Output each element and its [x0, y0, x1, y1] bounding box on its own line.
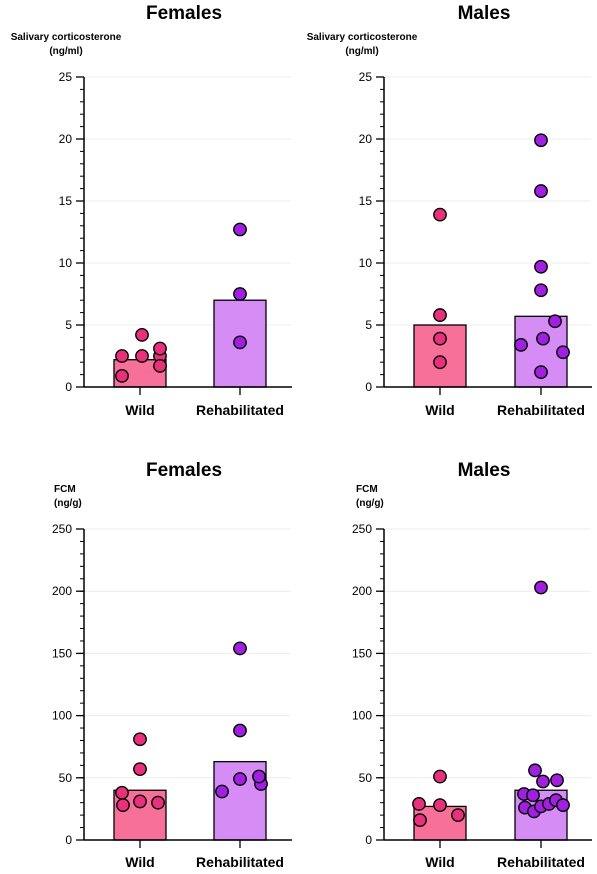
data-point-wild: [153, 341, 167, 356]
data-point-rehabilitated: [526, 788, 540, 803]
panel-title: Males: [458, 460, 511, 481]
data-point-wild: [433, 331, 447, 346]
y-tick-label: 20: [359, 132, 373, 146]
y-tick-label: 50: [59, 771, 73, 785]
data-point-wild: [115, 368, 129, 383]
data-point-rehabilitated: [534, 283, 548, 298]
chart-panel-2: Males Salivary corticosterone (ng/ml) 0 5 10 1…: [307, 3, 592, 418]
data-point-wild: [433, 355, 447, 370]
y-axis-label: Salivary corticosterone: [11, 32, 122, 43]
y-tick-label: 5: [365, 318, 372, 332]
data-point-rehabilitated: [252, 769, 266, 784]
chart-panel-1: Females Salivary corticosterone (ng/ml) 0 5 1…: [11, 3, 292, 418]
data-point-rehabilitated: [528, 763, 542, 778]
data-point-wild: [412, 797, 426, 811]
data-point-wild: [433, 769, 447, 784]
y-tick-label: 0: [365, 380, 372, 394]
y-axis-label: FCM: [356, 484, 378, 495]
data-point-wild: [153, 359, 167, 373]
data-point-rehabilitated: [233, 641, 247, 656]
data-point-rehabilitated: [215, 784, 229, 799]
y-tick-label: 250: [52, 522, 72, 536]
y-tick-label: 5: [65, 318, 72, 332]
y-tick-label: 10: [59, 256, 73, 270]
data-point-rehabilitated: [534, 580, 548, 595]
panel-title: Males: [458, 3, 511, 24]
data-point-rehabilitated: [514, 337, 528, 352]
x-tick-label: Rehabilitated: [196, 854, 284, 870]
y-tick-label: 200: [52, 584, 72, 598]
x-tick-label: Wild: [125, 402, 154, 418]
y-tick-label: 0: [365, 833, 372, 847]
data-point-wild: [433, 798, 447, 813]
data-point-rehabilitated: [233, 723, 247, 738]
y-tick-label: 25: [59, 70, 73, 84]
data-point-rehabilitated: [534, 259, 548, 274]
panel-title: Females: [146, 3, 222, 24]
data-point-wild: [433, 207, 447, 222]
x-tick-label: Rehabilitated: [497, 402, 585, 418]
y-tick-label: 15: [59, 194, 73, 208]
y-axis-label: FCM: [54, 484, 76, 495]
y-tick-label: 20: [59, 132, 73, 146]
y-tick-label: 100: [52, 709, 72, 723]
y-tick-label: 100: [352, 709, 372, 723]
y-axis-label: (ng/g): [356, 498, 384, 509]
x-tick-label: Wild: [425, 402, 454, 418]
data-point-rehabilitated: [233, 772, 247, 786]
data-point-wild: [115, 349, 129, 363]
data-point-wild: [116, 798, 130, 813]
y-tick-label: 150: [52, 646, 72, 660]
data-point-rehabilitated: [233, 222, 247, 237]
chart-panel-3: Females FCM (ng/g) 0 50 100 150 200 250 Wild Rehab…: [52, 460, 292, 870]
y-axis-label: (ng/ml): [49, 46, 82, 57]
data-point-rehabilitated: [556, 345, 570, 360]
y-tick-label: 200: [352, 584, 372, 598]
data-point-rehabilitated: [556, 798, 570, 813]
data-point-wild: [133, 794, 147, 809]
data-point-rehabilitated: [534, 184, 548, 198]
chart-panel-4: Males FCM (ng/g) 0 50 100 150 200 250 Wild Rehabil…: [352, 460, 592, 870]
data-point-wild: [133, 732, 147, 747]
x-tick-label: Wild: [125, 854, 154, 870]
data-point-rehabilitated: [233, 335, 247, 350]
y-axis-label: Salivary corticosterone: [307, 32, 418, 43]
data-point-rehabilitated: [534, 365, 548, 380]
panel-title: Females: [146, 460, 222, 481]
x-tick-label: Rehabilitated: [196, 402, 284, 418]
y-tick-label: 15: [359, 194, 373, 208]
data-point-wild: [135, 349, 149, 363]
data-point-wild: [135, 328, 149, 342]
y-tick-label: 50: [359, 771, 373, 785]
data-point-rehabilitated: [550, 773, 564, 788]
data-point-wild: [451, 808, 465, 823]
data-point-rehabilitated: [233, 287, 247, 301]
x-tick-label: Wild: [425, 854, 454, 870]
data-point-wild: [433, 308, 447, 322]
data-point-wild: [115, 785, 129, 800]
y-axis-label: (ng/g): [54, 498, 82, 509]
y-tick-label: 0: [65, 380, 72, 394]
y-axis-label: (ng/ml): [345, 46, 378, 57]
y-tick-label: 25: [359, 70, 373, 84]
x-tick-label: Rehabilitated: [497, 854, 585, 870]
data-point-rehabilitated: [548, 314, 562, 329]
data-point-wild: [413, 813, 427, 827]
data-point-rehabilitated: [536, 331, 550, 346]
y-tick-label: 0: [65, 833, 72, 847]
data-point-rehabilitated: [534, 133, 548, 148]
y-tick-label: 150: [352, 646, 372, 660]
data-point-wild: [151, 795, 165, 810]
y-tick-label: 250: [352, 522, 372, 536]
y-tick-label: 10: [359, 256, 373, 270]
data-point-rehabilitated: [536, 774, 550, 789]
data-point-wild: [133, 762, 147, 776]
